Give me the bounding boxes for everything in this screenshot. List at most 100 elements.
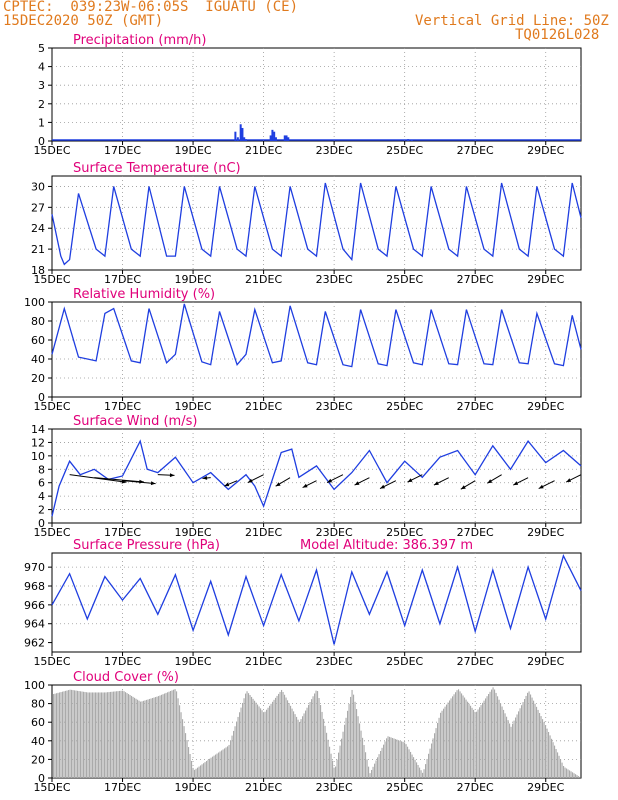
wind-wind-arrowhead (538, 484, 544, 489)
cloud-bar (74, 690, 76, 778)
pres-series-line (51, 554, 582, 645)
wind-wind-arrowhead (139, 479, 144, 484)
wind-wind-arrowhead (150, 481, 156, 486)
cloud-bar (423, 769, 425, 778)
cloud-x-tick-label: 25DEC (386, 781, 423, 794)
cloud-x-tick-label: 21DEC (245, 781, 282, 794)
cloud-bar (287, 700, 289, 778)
cloud-bar (558, 755, 560, 778)
cloud-bar (365, 752, 367, 778)
cloud-bar (353, 694, 355, 778)
cloud-bar (105, 692, 107, 778)
cloud-bar (162, 694, 164, 778)
temp-x-tick-label: 15DEC (33, 273, 70, 286)
temp-x-tick-label: 23DEC (316, 273, 353, 286)
rh-x-tick-label: 23DEC (316, 400, 353, 413)
cloud-bar (576, 775, 578, 778)
cloud-bar (161, 694, 163, 778)
precip-x-tick-label: 21DEC (245, 144, 282, 157)
cloud-bar (525, 695, 527, 778)
cloud-bar (212, 756, 214, 778)
precip-bar (287, 137, 290, 141)
precip-bar (236, 137, 239, 141)
cloud-bar (132, 696, 134, 778)
cloud-bar (77, 690, 79, 778)
cloud-bar (341, 738, 343, 778)
cloud-bar (267, 707, 269, 778)
cloud-bar (179, 705, 181, 778)
pres-x-tick-label: 27DEC (457, 655, 494, 668)
cloud-bar (390, 737, 392, 778)
cloud-bar (276, 695, 278, 778)
precip-y-tick-label: 0 (38, 135, 45, 148)
cloud-bar (231, 735, 233, 778)
precip-x-tick-label: 29DEC (527, 144, 564, 157)
cloud-bar (66, 690, 68, 778)
cloud-bar (528, 691, 530, 778)
cloud-bar (254, 700, 256, 778)
cloud-bar (330, 753, 332, 778)
cloud-bar (470, 705, 472, 778)
cloud-bar (542, 719, 544, 778)
cloud-bar (411, 754, 413, 778)
cloud-bar (336, 759, 338, 778)
cloud-bar (87, 692, 89, 778)
cloud-bar (149, 698, 151, 778)
cloud-bar (155, 697, 157, 778)
cloud-bar (167, 692, 169, 778)
cloud-bar (98, 692, 100, 778)
cloud-bar (150, 698, 152, 778)
cloud-bar (422, 772, 424, 778)
pres-y-tick-label: 962 (24, 637, 45, 650)
cloud-bar (180, 712, 182, 778)
cloud-bar (570, 771, 572, 778)
cloud-bar (338, 752, 340, 778)
cloud-bar (188, 747, 190, 778)
cloud-bar (413, 757, 415, 778)
rh-title: Relative Humidity (%) (73, 287, 215, 302)
cloud-bar (294, 714, 296, 778)
cloud-bar (168, 691, 170, 778)
cloud-bar (257, 704, 259, 778)
cloud-bar (177, 698, 179, 778)
cloud-bar (195, 768, 197, 778)
cloud-bar (92, 692, 94, 778)
cloud-bar (516, 714, 518, 778)
precip-x-tick-label: 25DEC (386, 144, 423, 157)
cloud-bar (513, 720, 515, 778)
rh-y-tick-label: 20 (31, 372, 45, 385)
cloud-bar (534, 703, 536, 778)
cloud-bar (350, 696, 352, 778)
cloud-bar (278, 693, 280, 778)
precip-bar (243, 137, 246, 141)
cloud-bar (480, 705, 482, 778)
cloud-y-tick-label: 60 (31, 716, 45, 729)
cloud-bar (567, 769, 569, 778)
wind-wind-arrow (94, 477, 144, 483)
cloud-bar (117, 691, 119, 778)
pres-y-tick-label: 970 (24, 561, 45, 574)
wind-wind-arrowhead (433, 481, 439, 486)
cloud-bar (362, 737, 364, 778)
cloud-bar (126, 693, 128, 778)
precip-bar (269, 135, 272, 141)
cloud-bar (393, 738, 395, 778)
cloud-bar (509, 723, 511, 778)
cloud-bar (131, 695, 133, 778)
cloud-bar (243, 698, 245, 778)
precip-x-tick-label: 15DEC (33, 144, 70, 157)
wind-y-tick-label: 12 (31, 436, 45, 449)
wind-x-tick-label: 15DEC (33, 526, 70, 539)
cloud-bar (435, 728, 437, 778)
cloud-bar (537, 709, 539, 778)
cloud-bar (59, 692, 61, 778)
cloud-bar (368, 766, 370, 778)
rh-x-tick-label: 19DEC (175, 400, 212, 413)
wind-x-tick-label: 25DEC (386, 526, 423, 539)
cloud-bar (62, 691, 64, 778)
cloud-bar (93, 692, 95, 778)
cloud-bar (345, 717, 347, 778)
cloud-bar (473, 709, 475, 778)
cloud-bar (236, 721, 238, 778)
precip-bar (273, 131, 276, 141)
